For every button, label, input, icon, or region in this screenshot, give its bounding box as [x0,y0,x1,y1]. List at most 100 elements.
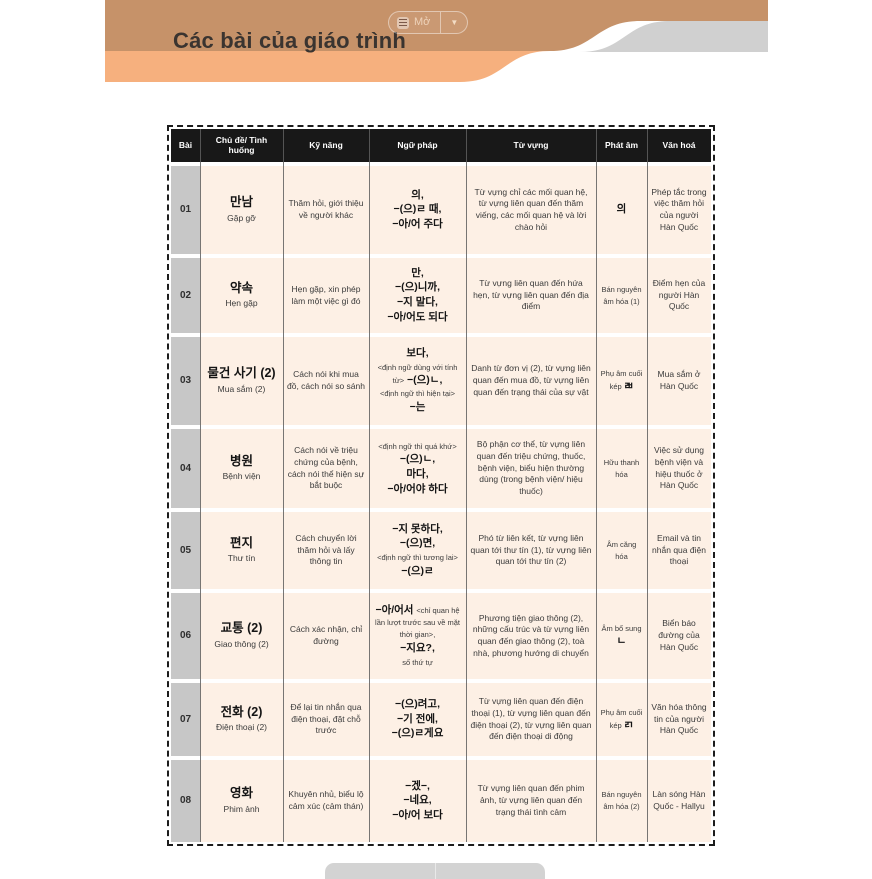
skill-cell: Cách chuyển lời thăm hỏi và lấy thông ti… [283,512,369,589]
button-divider [440,12,442,33]
pronunciation-cell: Hữu thanh hóa [596,429,647,508]
skill-cell: Khuyên nhủ, biểu lộ cảm xúc (cảm thán) [283,760,369,842]
culture-cell: Biển báo đường của Hàn Quốc [647,593,711,679]
skill-cell: Để lại tin nhắn qua điện thoại, đặt chỗ … [283,683,369,756]
topic-korean: 만남 [229,195,253,210]
column-header: Ngữ pháp [397,139,438,150]
table-row: 02 약속 Hẹn gặp Hẹn gặp, xin phép làm một việ… [171,258,711,333]
pronunciation-cell: Âm căng hóa [596,512,647,589]
topic-vietnamese: Gặp gỡ [227,212,256,223]
pronunciation-cell: Bán nguyên âm hóa (2) [596,760,647,842]
table-row: 06 교통 (2) Giao thông (2) Cách xác nhận, chỉ… [171,593,711,679]
topic-korean: 약속 [229,280,253,295]
skill-cell: Cách xác nhận, chỉ đường [283,593,369,679]
column-header: Chủ đề/ Tình huống [215,134,268,155]
toolbar-divider [434,863,436,879]
culture-cell: Việc sử dụng bệnh viện và hiệu thuốc ở H… [647,429,711,508]
vocab-cell: Từ vựng chỉ các mối quan hệ, từ vựng liê… [466,166,596,254]
grammar-cell: −겠−, −네요, −아/어 보다 [369,760,466,842]
open-button[interactable]: Mở ▼ [388,11,469,34]
table-row: 07 전화 (2) Điện thoại (2) Để lại tin nhắn qu… [171,683,711,756]
dropdown-toggle[interactable]: ▼ [441,17,467,27]
pronunciation-cell: Phụ âm cuối kép ㄼ [596,337,647,425]
bottom-toolbar-right[interactable] [436,863,546,879]
table-row: 05 편지 Thư tín Cách chuyển lời thăm hỏi và l… [171,512,711,589]
grid-line [199,129,201,842]
page-title: Các bài của giáo trình [173,28,407,53]
topic-vietnamese: Điện thoại (2) [215,722,268,733]
menu-icon [397,16,409,29]
curriculum-table: Bài Chủ đề/ Tình huống Kỹ năng Ngữ pháp Từ v… [167,125,715,846]
column-header: Kỹ năng [309,139,343,150]
grid-line [368,129,370,842]
topic-cell: 교통 (2) Giao thông (2) [200,593,283,679]
vocab-cell: Từ vựng liên quan đến điện thoại (1), từ… [466,683,596,756]
grammar-cell: 의, −(으)ㄹ 때, −아/어 주다 [369,166,466,254]
lesson-number-cell: 07 [171,683,200,756]
column-header: Phát âm [604,139,639,150]
pronunciation-cell: Âm bổ sung ㄴ [596,593,647,679]
pronunciation-cell: Bán nguyên âm hóa (1) [596,258,647,333]
grammar-cell: 보다, <định ngữ dùng với tính từ> −(으)ㄴ, <đị… [369,337,466,425]
grammar-cell: −아/어서 <chỉ quan hệ lần lượt trước sau về… [369,593,466,679]
vocab-cell: Danh từ đơn vị (2), từ vựng liên quan đế… [466,337,596,425]
grammar-cell: 만, −(으)니까, −지 말다, −아/어도 되다 [369,258,466,333]
topic-vietnamese: Bệnh viện [222,471,261,482]
vocab-cell: Từ vựng liên quan đến phim ảnh, từ vựng … [466,760,596,842]
topic-vietnamese: Phim ảnh [223,803,260,814]
skill-cell: Cách nói khi mua đồ, cách nói so sánh [283,337,369,425]
culture-cell: Phép tắc trong việc thăm hỏi của người H… [647,166,711,254]
skill-cell: Cách nói về triệu chứng của bệnh, cách n… [283,429,369,508]
pronunciation-cell: 의 [596,166,647,254]
column-header: Văn hoá [662,139,696,150]
grid-line [282,129,284,842]
lesson-number-cell: 02 [171,258,200,333]
lesson-number-cell: 01 [171,166,200,254]
table-body: 01 만남 Gặp gỡ Thăm hỏi, giới thiệu về người … [171,166,711,842]
open-button-label: Mở [414,16,431,28]
topic-vietnamese: Thư tín [227,553,256,564]
topic-korean: 교통 (2) [220,621,263,636]
topic-cell: 병원 Bệnh viện [200,429,283,508]
topic-korean: 물건 사기 (2) [207,366,276,381]
table-header-row: Bài Chủ đề/ Tình huống Kỹ năng Ngữ pháp Từ v… [171,129,711,162]
topic-korean: 편지 [229,535,253,550]
lesson-number-cell: 04 [171,429,200,508]
table-row: 04 병원 Bệnh viện Cách nói về triệu chứng của… [171,429,711,508]
vocab-cell: Từ vựng liên quan đến hứa hẹn, từ vựng l… [466,258,596,333]
lesson-number-cell: 06 [171,593,200,679]
pronunciation-cell: Phụ âm cuối kép ㄺ [596,683,647,756]
skill-cell: Hẹn gặp, xin phép làm một việc gì đó [283,258,369,333]
chevron-down-icon: ▼ [450,17,459,27]
lesson-number-cell: 03 [171,337,200,425]
culture-cell: Mua sắm ở Hàn Quốc [647,337,711,425]
vocab-cell: Phó từ liên kết, từ vựng liên quan tới t… [466,512,596,589]
column-header: Từ vựng [513,139,549,150]
culture-cell: Điểm hẹn của người Hàn Quốc [647,258,711,333]
topic-vietnamese: Hẹn gặp [225,298,258,309]
table-row: 01 만남 Gặp gỡ Thăm hỏi, giới thiệu về người … [171,166,711,254]
topic-vietnamese: Giao thông (2) [214,638,269,649]
column-header: Bài [178,139,193,150]
lesson-number-cell: 08 [171,760,200,842]
bottom-toolbar-left[interactable] [325,863,435,879]
lesson-number-cell: 05 [171,512,200,589]
bottom-toolbar[interactable] [325,863,545,879]
topic-cell: 영화 Phim ảnh [200,760,283,842]
vocab-cell: Phương tiện giao thông (2), những cấu tr… [466,593,596,679]
topic-cell: 편지 Thư tín [200,512,283,589]
topic-korean: 전화 (2) [220,704,263,719]
grid-line [595,129,597,842]
topic-cell: 만남 Gặp gỡ [200,166,283,254]
topic-korean: 병원 [229,453,253,468]
skill-cell: Thăm hỏi, giới thiệu về người khác [283,166,369,254]
culture-cell: Email và tin nhắn qua điện thoại [647,512,711,589]
header-brown-band [105,0,768,51]
grid-line [465,129,467,842]
table-row: 03 물건 사기 (2) Mua sắm (2) Cách nói khi mua đ… [171,337,711,425]
vocab-cell: Bộ phận cơ thể, từ vựng liên quan đến tr… [466,429,596,508]
table-row: 08 영화 Phim ảnh Khuyên nhủ, biểu lộ cảm xúc … [171,760,711,842]
open-button-main[interactable]: Mở [389,12,440,33]
header-orange-band [105,51,550,82]
culture-cell: Làn sóng Hàn Quốc - Hallyu [647,760,711,842]
